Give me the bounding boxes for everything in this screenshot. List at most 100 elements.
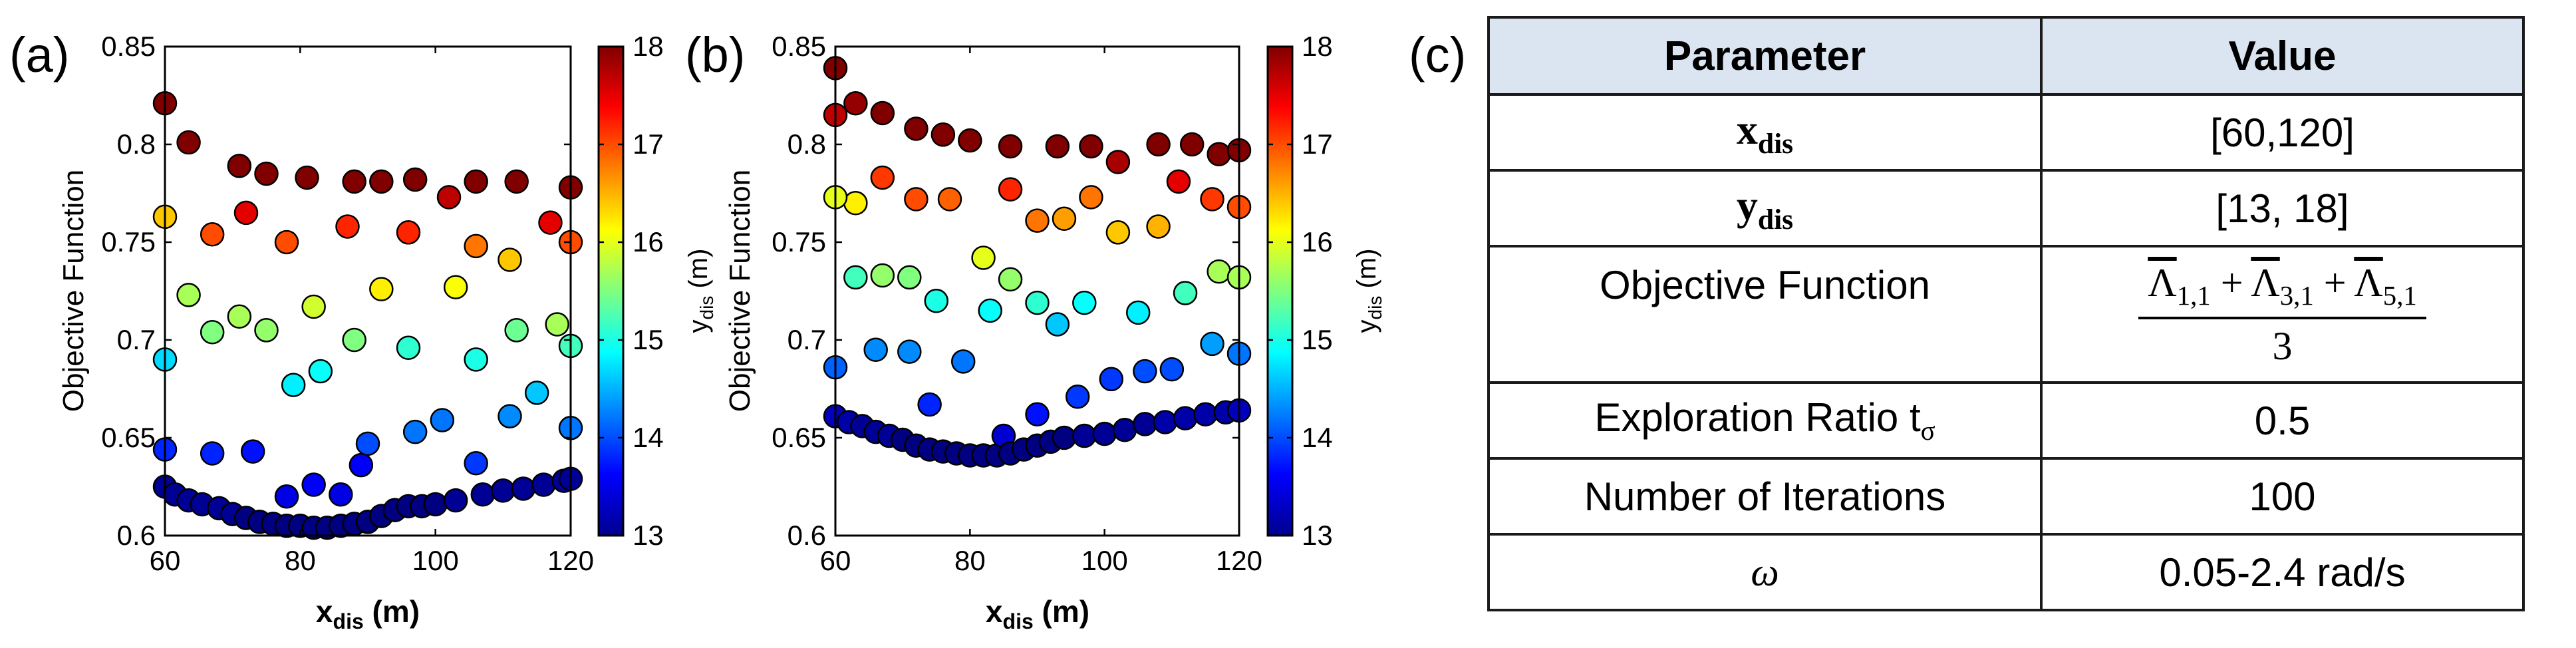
colorbar-tick-label: 18 <box>1302 31 1333 62</box>
data-point <box>504 318 529 343</box>
colorbar-tick-label: 17 <box>1302 128 1333 160</box>
data-point <box>308 359 333 384</box>
data-point <box>1207 259 1231 284</box>
data-point <box>233 200 259 226</box>
data-point <box>464 169 488 194</box>
colorbar-tick-label: 13 <box>633 520 664 551</box>
objective-function-formula: Λ1,1 + Λ3,1 + Λ5,1 3 <box>2138 260 2426 369</box>
table-cell-value: 100 <box>2040 457 2525 536</box>
colorbar-tick-label: 14 <box>633 422 664 453</box>
data-point <box>1072 290 1097 315</box>
table-cell-value: 0.05-2.4 rad/s <box>2040 533 2525 611</box>
data-point <box>329 482 353 507</box>
x-tick-label: 60 <box>150 545 181 576</box>
data-point <box>1200 331 1224 357</box>
data-point <box>971 245 996 270</box>
data-point <box>1099 367 1124 392</box>
data-point <box>200 319 225 345</box>
colorbar-tick-label: 15 <box>633 324 664 355</box>
data-point <box>1052 206 1077 231</box>
data-point <box>430 408 455 432</box>
data-point <box>1207 142 1231 166</box>
data-point <box>897 265 922 290</box>
chart-a-colorbar-ticks: 13 14 15 16 17 18 <box>599 31 664 551</box>
data-point <box>924 288 948 313</box>
data-point <box>1072 423 1097 448</box>
data-point <box>1193 402 1218 426</box>
data-point <box>402 419 428 444</box>
data-point <box>524 381 549 405</box>
table-header-parameter: Parameter <box>1487 16 2043 96</box>
data-point <box>254 318 279 343</box>
panel-label-b: (b) <box>685 27 746 82</box>
data-point <box>1025 290 1050 315</box>
data-point <box>958 128 982 153</box>
data-point <box>1179 132 1205 157</box>
data-point <box>176 283 201 307</box>
data-point <box>227 304 252 329</box>
y-tick-label: 0.8 <box>117 128 156 160</box>
data-point <box>396 220 421 245</box>
data-point <box>863 337 888 362</box>
table-cell-value: [60,120] <box>2040 93 2525 172</box>
table-row: xdis [60,120] <box>1487 93 2525 172</box>
y-tick-label: 0.85 <box>772 31 826 62</box>
table-row: Number of Iterations 100 <box>1487 457 2525 536</box>
y-tick-label: 0.8 <box>787 128 826 160</box>
data-point <box>1166 169 1191 194</box>
data-point <box>369 277 394 301</box>
data-point <box>240 439 265 464</box>
colorbar-tick-label: 16 <box>633 226 664 257</box>
data-point <box>1092 421 1117 446</box>
data-point <box>200 441 225 466</box>
y-tick-label: 0.65 <box>772 422 826 453</box>
y-tick-label: 0.65 <box>101 422 156 453</box>
data-point <box>349 452 374 478</box>
chart-b-points <box>823 56 1252 468</box>
data-point <box>904 116 929 141</box>
colorbar-tick-label: 18 <box>633 31 664 62</box>
chart-b-colorbar-ticks: 13 14 15 16 17 18 <box>1268 31 1333 551</box>
parameter-table: Parameter Value xdis [60,120] ydis [13, … <box>1487 16 2525 611</box>
data-point <box>1153 410 1177 434</box>
data-point <box>1146 132 1171 157</box>
table-cell-value: [13, 18] <box>2040 169 2525 247</box>
y-tick-label: 0.75 <box>101 226 156 257</box>
data-point <box>1200 187 1224 212</box>
chart-a-colorbar-label: ydis (m) <box>684 249 717 333</box>
data-point <box>355 431 380 456</box>
data-point <box>1126 300 1151 325</box>
y-tick-label: 0.7 <box>117 324 156 355</box>
data-point <box>396 335 421 361</box>
data-point <box>274 230 299 255</box>
data-point <box>1105 150 1131 174</box>
data-point <box>200 222 225 247</box>
table-header-row: Parameter Value <box>1487 16 2525 96</box>
table-cell-param: ω <box>1487 533 2043 611</box>
data-point <box>443 488 468 513</box>
data-point <box>281 373 306 397</box>
data-point <box>227 154 252 178</box>
data-point <box>342 169 366 194</box>
chart-b-colorbar <box>1266 45 1294 537</box>
data-point <box>998 267 1023 292</box>
data-point <box>1025 402 1050 426</box>
data-point <box>436 185 462 210</box>
table-row: Objective Function Λ1,1 + Λ3,1 + Λ5,1 3 <box>1487 245 2525 384</box>
data-point <box>870 100 895 126</box>
table-cell-value: Λ1,1 + Λ3,1 + Λ5,1 3 <box>2040 245 2525 384</box>
data-point <box>950 349 976 374</box>
data-point <box>335 214 360 239</box>
x-tick-label: 100 <box>1081 545 1128 576</box>
data-point <box>423 492 448 517</box>
data-point <box>498 404 522 428</box>
data-point <box>843 265 868 290</box>
data-point <box>930 122 956 147</box>
colorbar-tick-label: 17 <box>633 128 664 160</box>
data-point <box>870 165 895 190</box>
data-point <box>464 347 488 372</box>
data-point <box>511 476 536 501</box>
data-point <box>464 234 488 259</box>
table-cell-param: ydis <box>1487 169 2043 247</box>
data-point <box>538 210 563 235</box>
